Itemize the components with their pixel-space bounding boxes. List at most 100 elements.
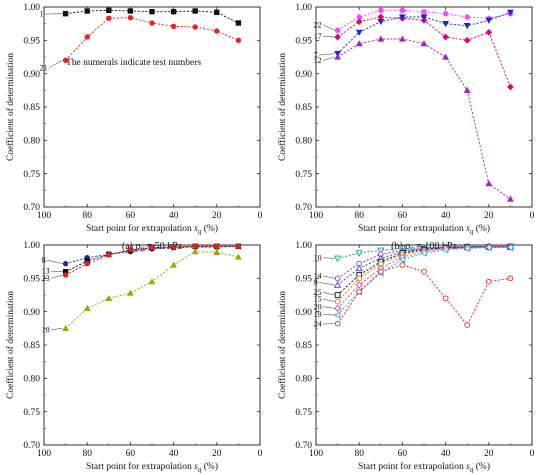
y-tick-label: 0.70 [295, 203, 312, 213]
series-label-leader [322, 56, 335, 61]
series-17: 17 [314, 13, 514, 91]
series-21: 21 [40, 14, 242, 72]
data-point-24 [464, 322, 471, 328]
series-label-13: 13 [42, 267, 50, 276]
data-point-21 [192, 24, 198, 30]
data-point-10 [333, 255, 342, 263]
x-tick-label: 80 [354, 211, 364, 221]
data-point-23 [235, 243, 242, 250]
series-label-leader [322, 298, 335, 302]
y-axis-label: Coefficient of determination [277, 53, 288, 161]
y-axis-label: Coefficient of determination [277, 291, 288, 399]
data-point-21 [106, 15, 112, 22]
series-22: 22 [314, 7, 514, 34]
data-point-19 [333, 311, 341, 319]
data-point-18 [105, 294, 113, 301]
data-point-1 [235, 20, 242, 26]
series-label-19: 19 [314, 310, 322, 319]
x-tick-label: 100 [37, 211, 52, 221]
data-point-22 [399, 7, 406, 14]
y-tick-label: 0.75 [23, 408, 40, 418]
series-line-13 [65, 245, 239, 273]
data-point-10 [377, 247, 385, 255]
data-point-22 [464, 14, 470, 20]
data-point-18 [170, 261, 178, 268]
series-line-20 [337, 246, 511, 309]
data-point-18 [213, 248, 221, 255]
data-point-1 [192, 8, 198, 14]
data-point-24 [421, 268, 427, 275]
y-tick-label: 1.00 [295, 241, 312, 251]
data-point-18 [148, 278, 156, 285]
y-tick-label: 0.90 [295, 70, 312, 80]
panel-caption: (a) p0 = 50 kPa [122, 241, 183, 254]
data-point-22 [334, 27, 341, 34]
y-tick-label: 1.00 [295, 3, 312, 13]
x-tick-label: 20 [212, 449, 222, 459]
series-label-10: 10 [314, 253, 322, 262]
series-label-leader [50, 274, 63, 279]
data-point-24 [334, 320, 341, 327]
data-point-7 [485, 17, 493, 24]
data-point-19 [420, 249, 427, 257]
x-axis-label: Start point for extrapolation sq (%) [86, 223, 218, 236]
data-point-23 [127, 246, 134, 253]
x-tick-label: 60 [398, 449, 408, 459]
y-tick-label: 0.80 [23, 137, 40, 147]
data-point-18 [191, 248, 199, 255]
data-point-23 [62, 272, 69, 278]
x-tick-label: 0 [530, 211, 535, 221]
data-point-23 [149, 244, 155, 251]
data-point-19 [484, 244, 492, 252]
y-tick-label: 0.85 [295, 341, 312, 351]
series-7: 7 [314, 9, 514, 60]
series-label-leader [322, 306, 335, 309]
data-point-23 [214, 243, 220, 250]
series-label-leader [322, 275, 335, 279]
chart-panel-1: 0.70 0.75 0.80 0.85 0.90 0.95 1.00 100 80 60 40 20 0… [5, 3, 263, 253]
data-point-24 [507, 275, 514, 282]
series-15: 15 [314, 244, 514, 305]
series-label-leader [50, 328, 63, 330]
y-axis-label: Coefficient of determination [5, 53, 16, 161]
data-point-23 [84, 260, 90, 267]
y-tick-label: 0.85 [23, 103, 40, 113]
data-point-19 [441, 246, 449, 254]
x-axis-label: Start point for extrapolation sq (%) [86, 461, 218, 474]
plot-frame [315, 6, 533, 208]
x-tick-label: 100 [309, 211, 324, 221]
data-point-23 [106, 252, 112, 258]
data-point-17 [377, 13, 385, 21]
data-point-1 [127, 8, 134, 14]
x-axis-label: Start point for extrapolation sq (%) [358, 223, 490, 236]
data-point-17 [355, 18, 363, 25]
series-line-19 [337, 247, 511, 316]
data-point-14 [334, 275, 341, 282]
data-point-19 [506, 244, 514, 252]
data-point-1 [62, 10, 69, 17]
data-point-7 [463, 23, 471, 30]
x-tick-label: 60 [398, 211, 408, 221]
chart-panel-2: 0.70 0.75 0.80 0.85 0.90 0.95 1.00 100 80 60 40 20 0… [277, 3, 535, 253]
series-line-7 [337, 11, 511, 54]
series-label-7: 7 [314, 51, 318, 60]
x-tick-label: 0 [530, 449, 535, 459]
y-tick-label: 0.80 [295, 375, 312, 385]
data-point-18 [62, 324, 70, 331]
plot-frame [43, 244, 261, 446]
series-line-17 [337, 16, 511, 88]
data-point-12 [355, 40, 363, 47]
data-point-12 [442, 53, 450, 60]
x-tick-label: 60 [126, 449, 136, 459]
series-19: 19 [314, 244, 514, 319]
data-point-15 [356, 275, 363, 282]
data-point-12 [485, 180, 493, 187]
y-tick-label: 0.95 [295, 275, 312, 285]
series-label-15: 15 [314, 295, 322, 304]
data-point-21 [214, 28, 220, 34]
data-point-17 [463, 37, 471, 44]
data-point-7 [355, 29, 363, 36]
data-point-17 [485, 29, 493, 36]
data-point-23 [192, 243, 198, 250]
